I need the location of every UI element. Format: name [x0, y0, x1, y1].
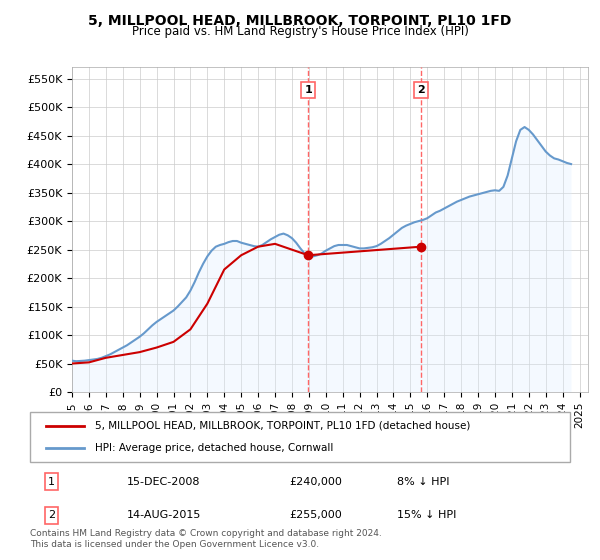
Text: Price paid vs. HM Land Registry's House Price Index (HPI): Price paid vs. HM Land Registry's House …: [131, 25, 469, 38]
Text: 5, MILLPOOL HEAD, MILLBROOK, TORPOINT, PL10 1FD: 5, MILLPOOL HEAD, MILLBROOK, TORPOINT, P…: [88, 14, 512, 28]
Text: 1: 1: [304, 85, 312, 95]
Text: HPI: Average price, detached house, Cornwall: HPI: Average price, detached house, Corn…: [95, 443, 333, 453]
Text: Contains HM Land Registry data © Crown copyright and database right 2024.
This d: Contains HM Land Registry data © Crown c…: [30, 529, 382, 549]
Text: 1: 1: [48, 477, 55, 487]
Text: 5, MILLPOOL HEAD, MILLBROOK, TORPOINT, PL10 1FD (detached house): 5, MILLPOOL HEAD, MILLBROOK, TORPOINT, P…: [95, 421, 470, 431]
Text: 8% ↓ HPI: 8% ↓ HPI: [397, 477, 450, 487]
Text: £255,000: £255,000: [289, 510, 342, 520]
Text: 15-DEC-2008: 15-DEC-2008: [127, 477, 200, 487]
Text: 14-AUG-2015: 14-AUG-2015: [127, 510, 202, 520]
Text: 15% ↓ HPI: 15% ↓ HPI: [397, 510, 457, 520]
Text: 2: 2: [48, 510, 55, 520]
Text: £240,000: £240,000: [289, 477, 342, 487]
FancyBboxPatch shape: [30, 412, 570, 462]
Text: 2: 2: [417, 85, 425, 95]
